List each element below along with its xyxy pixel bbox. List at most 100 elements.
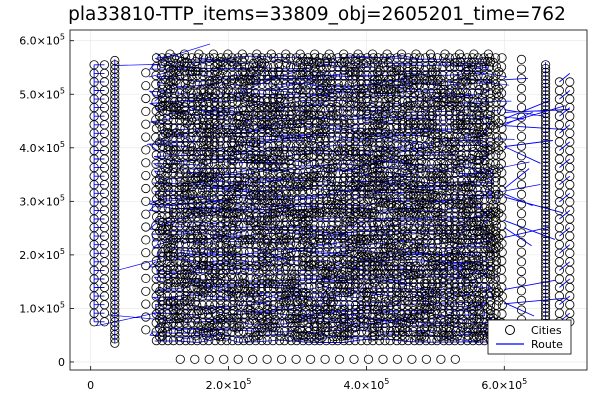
city-point	[447, 331, 457, 342]
city-point	[301, 155, 311, 165]
city-point	[284, 92, 294, 102]
city-point	[151, 247, 161, 257]
city-point	[186, 97, 196, 107]
city-point	[381, 224, 391, 234]
city-point	[438, 322, 449, 332]
city-point	[262, 168, 273, 178]
city-point	[254, 269, 264, 279]
city-point	[449, 300, 460, 310]
city-point	[397, 74, 407, 84]
city-point	[285, 79, 296, 89]
city-point	[540, 247, 551, 257]
city-point	[391, 62, 402, 72]
city-point	[380, 318, 390, 328]
city-point	[455, 102, 465, 112]
city-point	[516, 180, 527, 190]
city-point	[485, 274, 496, 284]
city-point	[409, 168, 419, 178]
city-point	[297, 194, 308, 204]
city-point	[430, 287, 440, 297]
city-point	[414, 238, 424, 248]
city-point	[456, 309, 466, 319]
city-point	[449, 279, 460, 289]
city-point	[185, 85, 195, 95]
city-point	[151, 229, 161, 240]
city-point	[315, 221, 326, 231]
city-point	[411, 173, 421, 183]
city-point	[392, 65, 402, 75]
city-point	[480, 155, 490, 166]
city-point	[250, 88, 261, 98]
city-point	[209, 159, 220, 169]
city-point	[256, 137, 267, 147]
city-point	[433, 128, 443, 138]
city-point	[234, 221, 244, 231]
city-point	[292, 159, 302, 169]
city-point	[516, 141, 527, 151]
city-point	[383, 58, 394, 68]
city-point	[325, 172, 336, 182]
city-point	[237, 270, 247, 280]
city-point	[403, 335, 413, 346]
city-point	[160, 57, 170, 67]
city-point	[516, 209, 527, 219]
city-point	[221, 120, 231, 130]
city-point	[304, 141, 314, 151]
city-point	[540, 296, 551, 306]
city-point	[232, 243, 242, 253]
city-point	[190, 225, 201, 235]
city-point	[262, 93, 272, 104]
city-point	[226, 57, 236, 67]
city-point	[458, 226, 468, 236]
city-point	[339, 335, 349, 346]
city-point	[280, 115, 291, 125]
city-point	[196, 286, 206, 296]
city-point	[516, 257, 527, 267]
city-point	[234, 88, 244, 98]
city-point	[168, 65, 178, 75]
city-point	[497, 132, 507, 142]
city-point	[248, 75, 258, 86]
city-point	[320, 136, 330, 146]
city-point	[281, 296, 292, 306]
city-point	[372, 261, 382, 271]
city-point	[315, 335, 325, 346]
city-point	[180, 123, 190, 134]
city-point	[333, 247, 343, 257]
city-point	[396, 49, 407, 59]
city-point	[497, 274, 507, 284]
city-point	[540, 150, 551, 160]
city-point	[516, 54, 527, 65]
city-point	[262, 297, 272, 307]
city-point	[317, 208, 327, 218]
city-point	[392, 217, 402, 227]
city-point	[196, 243, 206, 253]
city-point	[141, 325, 151, 335]
city-point	[196, 233, 206, 243]
city-point	[405, 172, 416, 183]
city-point	[204, 147, 214, 157]
city-point	[248, 354, 258, 364]
city-point	[403, 62, 413, 72]
route-path-edges	[93, 59, 571, 355]
city-point	[516, 218, 527, 228]
city-point	[414, 242, 424, 252]
city-point	[209, 185, 219, 195]
city-point	[458, 322, 468, 332]
city-point	[565, 180, 575, 190]
city-point	[540, 217, 551, 227]
city-point	[168, 145, 178, 155]
city-point	[201, 207, 212, 217]
y-tick-label: 0	[58, 356, 65, 369]
city-point	[497, 309, 507, 319]
city-point	[268, 335, 278, 346]
city-point	[198, 238, 208, 248]
city-point	[392, 199, 402, 210]
city-point	[290, 279, 300, 289]
city-point	[141, 196, 151, 206]
city-point	[199, 253, 209, 263]
city-point	[403, 282, 414, 293]
city-point	[414, 97, 425, 107]
city-point	[245, 291, 255, 301]
city-point	[310, 49, 320, 59]
